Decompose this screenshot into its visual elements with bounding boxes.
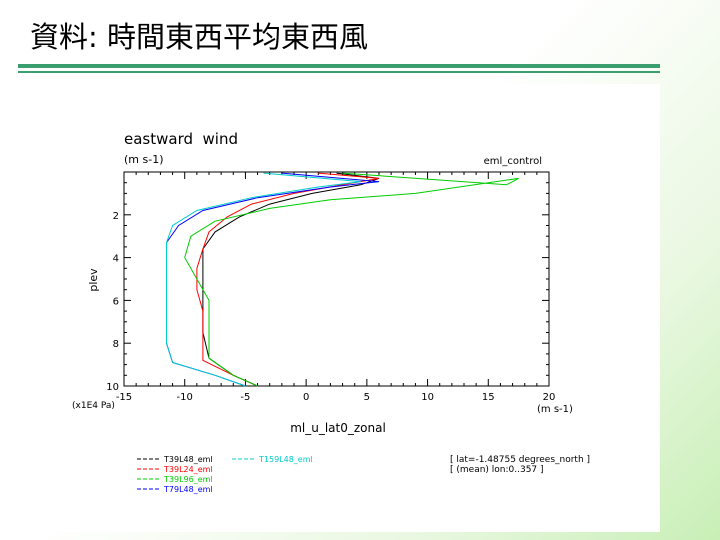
legend-label: T159L48_eml xyxy=(258,455,313,464)
legend-label: T39L48_eml xyxy=(163,455,213,464)
info-line-lon: [ (mean) lon:0..357 ] xyxy=(450,465,544,475)
legend-label: T79L48_eml xyxy=(163,485,213,494)
x-tick-label: 15 xyxy=(482,392,495,403)
x-tick-label: -10 xyxy=(177,392,193,403)
y-tick-label: 4 xyxy=(113,254,119,265)
legend: T39L48_emlT39L24_emlT39L96_emlT79L48_eml… xyxy=(137,455,313,494)
legend-item: T39L48_eml xyxy=(137,455,213,464)
title-rule-top xyxy=(18,64,660,68)
x-axis-unit: (m s-1) xyxy=(537,404,573,415)
legend-item: T39L96_eml xyxy=(137,475,213,484)
series-lines xyxy=(166,172,519,387)
series-line-t79l48-eml xyxy=(166,172,380,387)
y-axis-unit: (x1E4 Pa) xyxy=(72,401,115,411)
y-tick-label: 2 xyxy=(113,211,119,222)
y-tick-labels: 2 4 6 8 10 xyxy=(106,211,119,393)
corner-label: eml_control xyxy=(484,156,542,167)
x-tick-labels: -15 -10 -5 0 5 10 15 20 xyxy=(116,392,556,403)
y-tick-label: 6 xyxy=(113,296,119,307)
x-tick-label: 20 xyxy=(543,392,556,403)
legend-item: T79L48_eml xyxy=(137,485,213,494)
x-axis-label: ml_u_lat0_zonal xyxy=(290,421,386,435)
y-axis-label: plev xyxy=(87,268,100,292)
x-tick-label: 10 xyxy=(421,392,434,403)
title-rule-bottom xyxy=(18,71,660,73)
plot-frame xyxy=(123,171,550,387)
x-tick-label: 0 xyxy=(303,392,309,403)
legend-item: T39L24_eml xyxy=(137,465,213,474)
x-tick-label: -15 xyxy=(116,392,132,403)
legend-label: T39L24_eml xyxy=(163,465,213,474)
x-tick-label: -5 xyxy=(240,392,250,403)
chart-title: eastward wind xyxy=(124,130,238,148)
slide-title: 資料: 時間東西平均東西風 xyxy=(30,20,368,54)
info-line-lat: [ lat=-1.48755 degrees_north ] xyxy=(450,455,590,465)
legend-label: T39L96_eml xyxy=(163,475,213,484)
legend-item: T159L48_eml xyxy=(232,455,313,464)
y-tick-label: 10 xyxy=(106,382,119,393)
chart-subtitle: (m s-1) xyxy=(124,153,164,166)
series-line-t159l48-eml xyxy=(166,172,361,387)
x-tick-label: 5 xyxy=(364,392,370,403)
y-tick-label: 8 xyxy=(113,339,119,350)
axis-ticks xyxy=(123,172,550,387)
line-chart: -15 -10 -5 0 5 10 15 20 2 4 6 8 10 eastward wind (m… xyxy=(72,130,590,494)
series-line-t39l96-eml xyxy=(184,172,519,387)
chart-panel: -15 -10 -5 0 5 10 15 20 2 4 6 8 10 eastward wind (m… xyxy=(42,84,660,532)
